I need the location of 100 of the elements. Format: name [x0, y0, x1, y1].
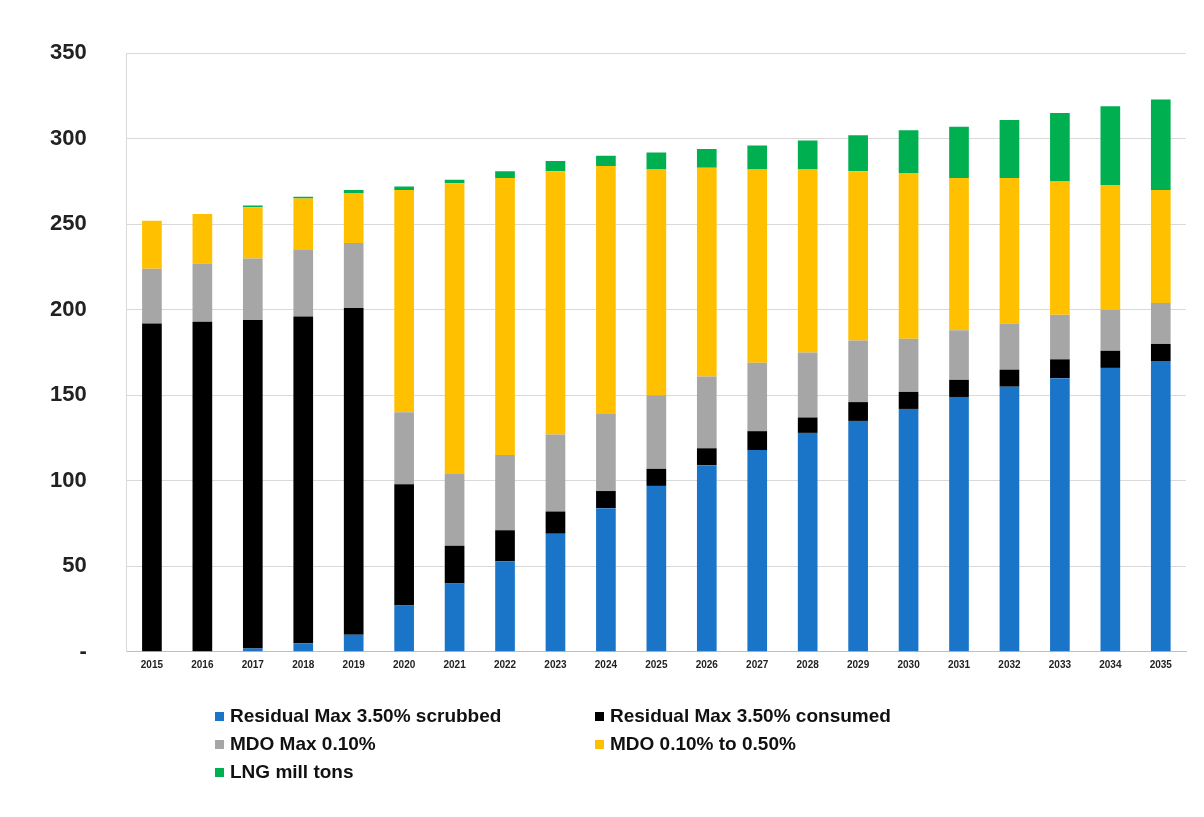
bar	[343, 190, 364, 194]
y-tick-label: 200	[49, 295, 87, 321]
bar	[1100, 184, 1121, 310]
bar	[848, 135, 868, 172]
bar	[949, 126, 969, 179]
bar	[343, 243, 364, 309]
y-tick-label: -	[79, 637, 87, 663]
x-tick-label: 2027	[746, 658, 769, 670]
bar	[747, 431, 768, 450]
bar	[596, 491, 616, 509]
bar	[293, 316, 314, 644]
bar	[747, 145, 768, 170]
bar	[596, 508, 616, 652]
x-tick-label: 2026	[695, 658, 719, 670]
bar	[646, 395, 667, 469]
bar	[495, 455, 515, 531]
bar	[1050, 378, 1070, 652]
bar	[545, 160, 566, 172]
bar	[444, 583, 465, 652]
legend-label: Residual Max 3.50% scrubbed	[230, 705, 502, 727]
bar	[1150, 361, 1171, 652]
x-tick-label: 2021	[443, 658, 467, 670]
bar	[949, 330, 969, 380]
bar	[394, 484, 414, 606]
bar	[545, 533, 566, 652]
bar	[444, 183, 465, 474]
bar	[142, 220, 162, 269]
bar	[596, 155, 616, 167]
bar	[1150, 302, 1171, 344]
bar	[293, 249, 314, 317]
bar	[898, 408, 919, 652]
bar	[1150, 190, 1171, 303]
x-tick-label: 2031	[947, 658, 971, 670]
bar	[142, 268, 162, 324]
bar	[696, 448, 717, 466]
bar	[898, 391, 919, 409]
y-tick-label: 50	[62, 552, 87, 578]
x-tick-label: 2022	[493, 658, 517, 670]
bar	[192, 213, 213, 264]
bar	[1050, 181, 1070, 315]
y-tick-label: 100	[49, 466, 87, 492]
legend-label: MDO Max 0.10%	[230, 733, 376, 755]
bar	[1100, 106, 1121, 185]
x-tick-label: 2019	[342, 658, 366, 670]
x-tick-label: 2028	[796, 658, 820, 670]
bar	[1150, 343, 1171, 362]
bar	[747, 449, 768, 652]
bar	[343, 634, 364, 652]
bar	[343, 308, 364, 635]
bar	[293, 643, 314, 652]
bar	[1150, 99, 1171, 191]
bar	[999, 119, 1020, 179]
bar	[646, 152, 667, 170]
bar	[646, 169, 667, 396]
bar	[242, 207, 263, 259]
bar	[797, 417, 818, 433]
x-tick-label: 2030	[897, 658, 921, 670]
bar	[343, 193, 364, 244]
x-tick-label: 2020	[393, 658, 416, 670]
x-tick-label: 2023	[544, 658, 568, 670]
legend-label: MDO 0.10% to 0.50%	[610, 733, 796, 755]
bar	[646, 468, 667, 486]
bar	[999, 369, 1020, 387]
bar	[999, 323, 1020, 370]
bar	[1100, 350, 1121, 368]
bar	[898, 172, 919, 339]
bar	[192, 263, 213, 322]
bar	[747, 169, 768, 363]
x-tick-label: 2035	[1149, 658, 1173, 670]
bar	[949, 396, 969, 652]
bar	[797, 169, 818, 353]
bar	[646, 485, 667, 652]
x-tick-label: 2024	[594, 658, 618, 670]
bar	[596, 166, 616, 415]
bar	[848, 171, 868, 341]
bar	[949, 178, 969, 331]
bar	[495, 561, 515, 652]
bar	[394, 412, 414, 485]
bar	[444, 473, 465, 546]
bar	[495, 178, 515, 456]
bar	[394, 605, 414, 652]
x-tick-label: 2017	[241, 658, 265, 670]
bar	[696, 167, 717, 377]
bar	[394, 186, 414, 191]
bar	[898, 130, 919, 173]
x-tick-label: 2033	[1048, 658, 1072, 670]
bar	[596, 414, 616, 492]
x-tick-label: 2032	[998, 658, 1022, 670]
y-tick-label: 150	[49, 381, 87, 407]
bar	[242, 648, 263, 652]
bar	[394, 190, 414, 413]
bar	[545, 511, 566, 534]
bar	[444, 545, 465, 584]
bar	[999, 178, 1020, 324]
bar	[949, 379, 969, 397]
bar	[1050, 314, 1070, 360]
x-tick-label: 2034	[1099, 658, 1122, 670]
bar	[495, 171, 515, 179]
bar	[495, 530, 515, 562]
bar	[898, 338, 919, 392]
